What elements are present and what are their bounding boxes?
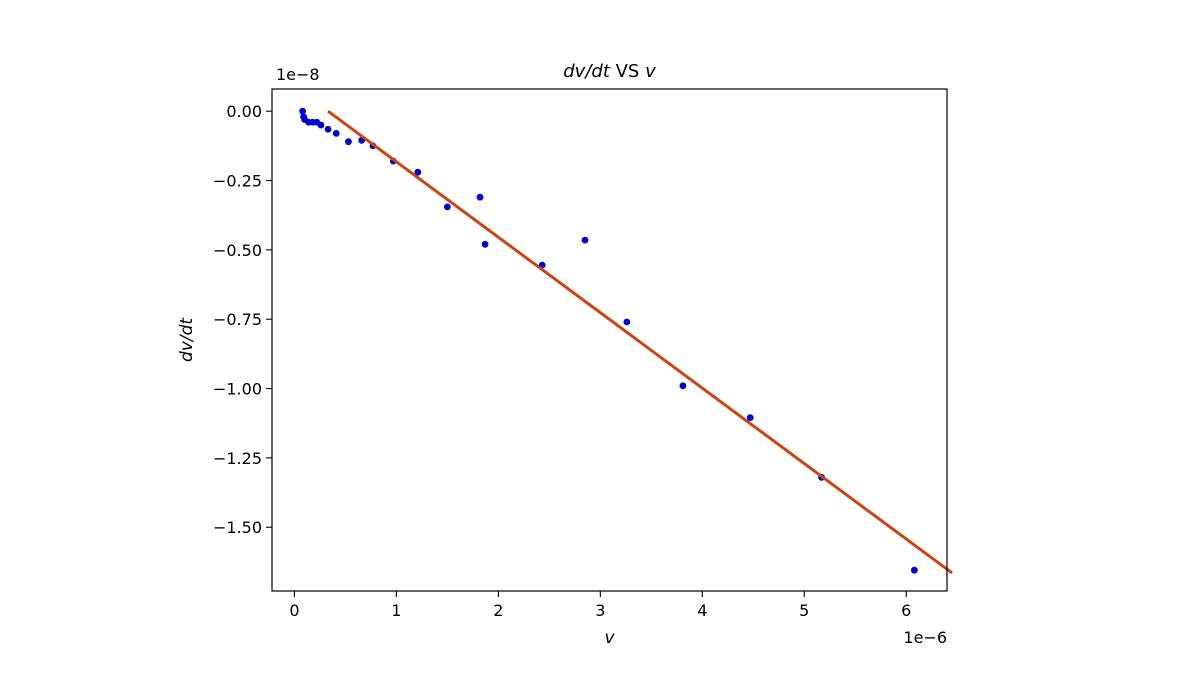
data-point-14 [443,203,451,211]
chart-title: dv/dt VS v [563,61,656,82]
chart-title-lhs: dv/dt [563,61,611,82]
chart-title-mid: VS [610,61,645,82]
y-tick-label-6: −1.50 [213,518,262,537]
chart-title-rhs: v [645,61,656,82]
data-point-19 [623,318,631,326]
y-tick-label-0: 0.00 [226,102,262,121]
y-tick-label-1: −0.25 [213,172,262,191]
data-point-20 [679,382,687,390]
x-tick-label-0: 0 [289,601,299,620]
x-tick-label-2: 2 [493,601,503,620]
data-point-18 [581,236,589,244]
plot-data-layer [299,107,953,575]
data-point-7 [324,125,332,133]
y-axis-label: dv/dt [177,317,197,362]
y-tick-label-2: −0.50 [213,241,262,260]
y-tick-label-4: −1.00 [213,380,262,399]
x-axis-offset-text: 1e−6 [903,628,947,647]
data-point-15 [476,193,484,201]
data-point-0 [299,107,306,115]
x-tick-label-5: 5 [799,601,809,620]
data-point-8 [332,129,340,137]
y-tick-label-3: −0.75 [213,310,262,329]
data-point-16 [481,240,489,248]
fit-line [327,109,953,575]
x-tick-label-1: 1 [391,601,401,620]
y-tick-label-5: −1.25 [213,449,262,468]
x-tick-label-6: 6 [901,601,911,620]
data-point-6 [317,121,325,129]
x-tick-label-3: 3 [595,601,605,620]
axes-layer: 0 1 2 3 4 5 6 0.00 −0.25 −0.50 −0.75 −1.00 −1.25 −1.5… [213,102,911,620]
data-point-13 [414,168,422,176]
y-axis-offset-text: 1e−8 [276,65,320,84]
plot-area-frame [271,88,948,592]
data-point-21 [746,414,754,422]
x-axis-label: v [604,628,615,648]
data-point-23 [910,566,918,574]
data-point-9 [345,138,352,146]
x-tick-label-4: 4 [697,601,707,620]
